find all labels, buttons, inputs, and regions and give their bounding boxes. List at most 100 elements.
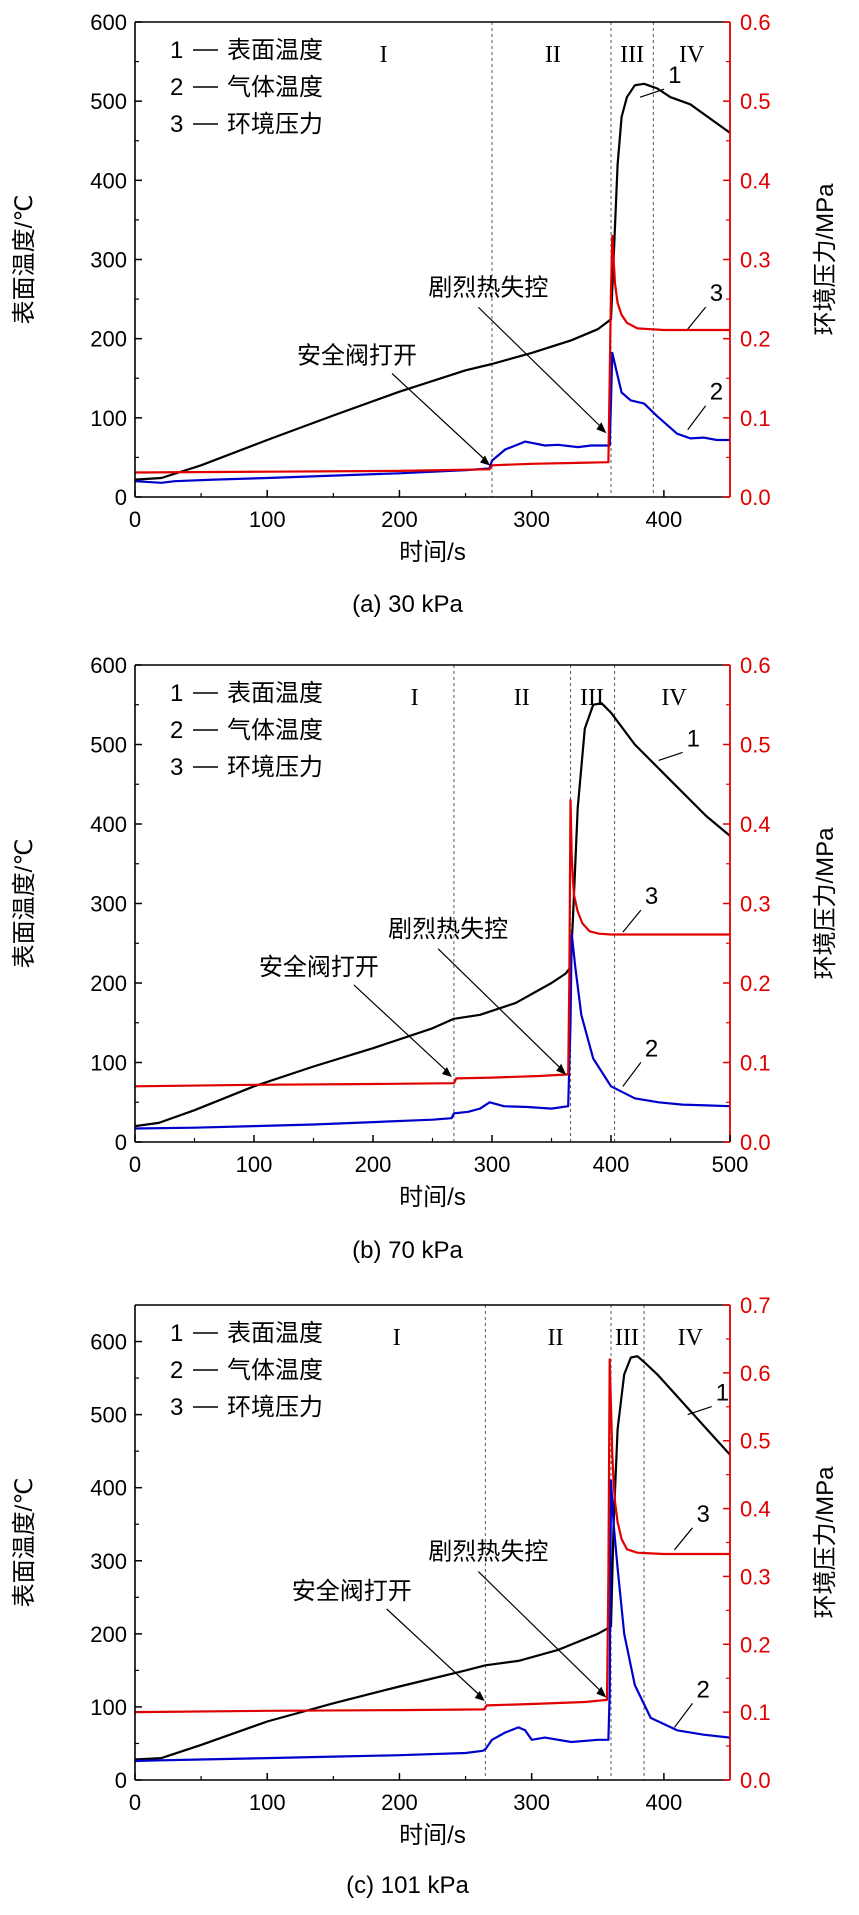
arrow-head	[480, 455, 490, 466]
y2-tick-label: 0.7	[740, 1293, 771, 1318]
series-line-2	[134, 351, 730, 484]
phase-label: III	[615, 1325, 639, 1351]
x-tick-label: 200	[381, 507, 418, 532]
annotation-thermal-runaway: 剧烈热失控	[428, 1539, 548, 1566]
phase-label: II	[514, 685, 530, 711]
x-tick-label: 200	[381, 1790, 418, 1815]
phase-label: IV	[679, 42, 705, 68]
series-number-label: 2	[710, 379, 723, 406]
label-leader	[687, 405, 707, 431]
y2-tick-label: 0.5	[740, 89, 771, 114]
y-tick-label: 500	[90, 1403, 127, 1428]
phase-label: II	[545, 42, 561, 68]
x-tick-label: 300	[513, 507, 550, 532]
y2-axis-title: 环境压力/MPa	[812, 827, 839, 980]
panel-c: 0 100 200 300 400 0 100 200 300 400 500 600 0.0 0.1 0.…	[11, 1293, 839, 1899]
y-tick-label: 400	[90, 1476, 127, 1501]
x-tick-label: 400	[646, 1790, 683, 1815]
y-tick-label: 0	[115, 485, 127, 510]
panel-a: 0 100 200 300 400 0 100 200 300 400 500 600 0.0 0.1 0.…	[11, 10, 839, 618]
y2-tick-label: 0.2	[740, 1632, 771, 1657]
legend-key: 1	[170, 680, 183, 707]
x-tick-label: 100	[236, 1152, 273, 1177]
y2-tick-label: 0.3	[740, 892, 771, 917]
annotation-safety-valve: 安全阀打开	[259, 954, 379, 981]
y2-tick-label: 0.1	[740, 406, 771, 431]
phase-label: II	[547, 1325, 563, 1351]
y-tick-label: 600	[90, 653, 127, 678]
x-axis-title: 时间/s	[399, 1184, 466, 1211]
y-tick-label: 100	[90, 1051, 127, 1076]
y-tick-label: 300	[90, 1549, 127, 1574]
y-tick-label: 100	[90, 1695, 127, 1720]
x-tick-label: 0	[129, 1790, 141, 1815]
phase-label: IV	[661, 685, 687, 711]
y2-tick-label: 0.0	[740, 1130, 771, 1155]
y2-axis-title: 环境压力/MPa	[812, 183, 839, 336]
y2-tick-label: 0.6	[740, 10, 771, 35]
legend-key: 3	[170, 1394, 183, 1421]
y-tick-label: 0	[115, 1768, 127, 1793]
phase-label: I	[380, 42, 388, 68]
y-tick-label: 500	[90, 733, 127, 758]
annotation-arrow	[437, 948, 565, 1073]
x-tick-label: 400	[646, 507, 683, 532]
annotation-arrow	[386, 1608, 484, 1699]
y-tick-label: 200	[90, 971, 127, 996]
y-tick-label: 400	[90, 812, 127, 837]
y-tick-label: 500	[90, 89, 127, 114]
label-leader	[673, 1703, 693, 1728]
series-line-2	[134, 1479, 731, 1763]
y-tick-label: 100	[90, 406, 127, 431]
y2-tick-label: 0.1	[740, 1051, 771, 1076]
x-tick-label: 400	[593, 1152, 630, 1177]
y-tick-label: 600	[90, 1330, 127, 1355]
series-number-label: 2	[645, 1035, 658, 1062]
label-leader	[687, 1406, 712, 1416]
legend-label: 表面温度	[227, 1320, 323, 1347]
x-tick-label: 0	[129, 1152, 141, 1177]
legend-label: 环境压力	[227, 111, 323, 138]
panel-caption: (a) 30 kPa	[352, 591, 463, 618]
annotation-arrow	[391, 373, 489, 463]
y-tick-label: 200	[90, 1622, 127, 1647]
y2-tick-label: 0.2	[740, 971, 771, 996]
legend-label: 环境压力	[227, 1394, 323, 1421]
series-number-label: 1	[668, 62, 681, 89]
panel-b: 0 100 200 300 400 500 0 100 200 300 400 500 600 0.0 0.…	[11, 653, 839, 1264]
annotation-safety-valve: 安全阀打开	[292, 1578, 412, 1605]
y-axis-title: 表面温度/℃	[11, 1478, 38, 1608]
legend-key: 2	[170, 717, 183, 744]
x-tick-label: 300	[474, 1152, 511, 1177]
arrow-head	[596, 422, 607, 434]
y2-tick-label: 0.0	[740, 485, 771, 510]
series-number-label: 1	[687, 725, 700, 752]
x-tick-label: 100	[249, 1790, 286, 1815]
y2-tick-label: 0.4	[740, 1497, 771, 1522]
label-leader	[622, 909, 642, 933]
y2-tick-label: 0.5	[740, 1429, 771, 1454]
y2-tick-label: 0.3	[740, 248, 771, 273]
y2-tick-label: 0.6	[740, 653, 771, 678]
legend-key: 2	[170, 1357, 183, 1384]
phase-label: III	[580, 685, 604, 711]
y2-tick-label: 0.4	[740, 812, 771, 837]
series-number-label: 3	[710, 280, 723, 307]
legend-key: 3	[170, 111, 183, 138]
arrow-head	[441, 1066, 452, 1077]
phase-label: III	[620, 42, 644, 68]
series-number-label: 3	[696, 1501, 709, 1528]
x-tick-label: 0	[129, 507, 141, 532]
y-axis-title: 表面温度/℃	[11, 195, 38, 325]
legend-label: 环境压力	[227, 754, 323, 781]
series-line-2	[134, 932, 731, 1130]
legend-key: 1	[170, 37, 183, 64]
legend-label: 表面温度	[227, 37, 323, 64]
phase-label: I	[411, 685, 419, 711]
label-leader	[639, 88, 665, 98]
annotation-safety-valve: 安全阀打开	[297, 343, 417, 370]
annotation-arrow	[477, 306, 605, 431]
x-tick-label: 100	[249, 507, 286, 532]
annotation-thermal-runaway: 剧烈热失控	[428, 274, 548, 301]
